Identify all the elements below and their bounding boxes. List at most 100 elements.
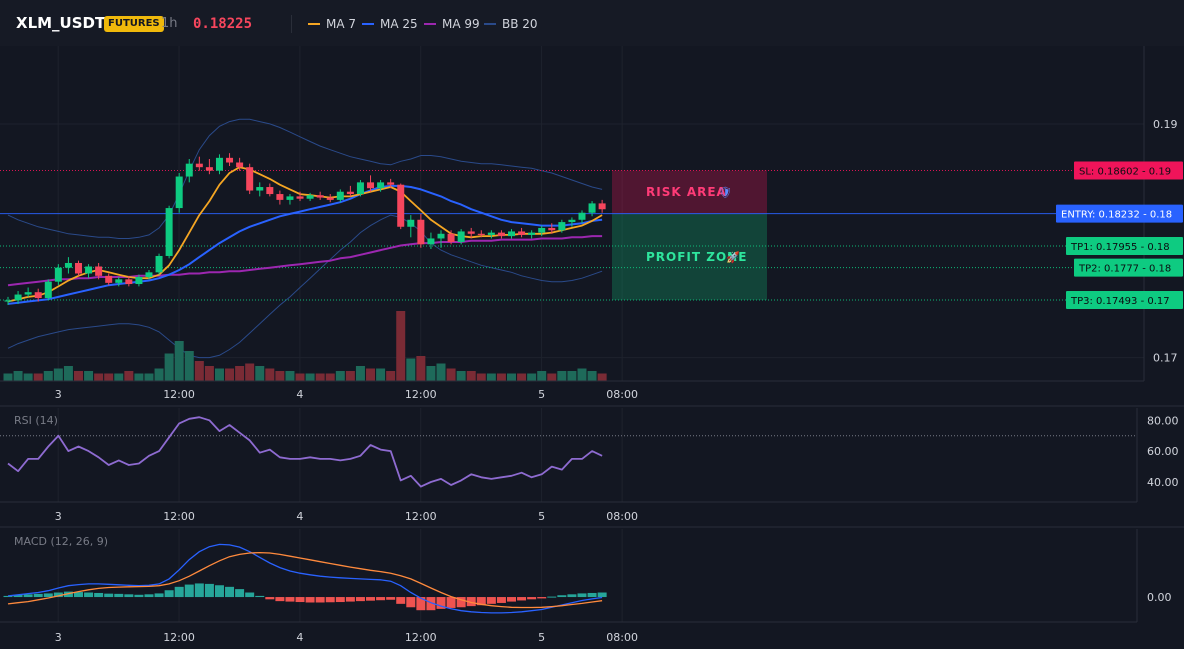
- macd-histogram-bar: [124, 594, 134, 598]
- candle-body: [125, 279, 133, 285]
- legend-ma99[interactable]: MA 99: [424, 15, 480, 33]
- candle-body: [24, 292, 32, 295]
- candle-body: [578, 212, 586, 220]
- symbol-name[interactable]: XLM_USDT: [16, 14, 106, 32]
- volume-bar: [3, 373, 13, 381]
- candle-body: [266, 187, 274, 195]
- macd-histogram-bar: [517, 597, 527, 601]
- level-label-text: TP3: 0.17493 - 0.17: [1070, 296, 1170, 307]
- macd-histogram-bar: [33, 593, 43, 598]
- volume-bar: [275, 371, 285, 381]
- volume-bar: [476, 373, 486, 381]
- candle-body: [145, 272, 153, 278]
- macd-histogram-bar: [134, 594, 144, 598]
- bb-lower-line: [7, 214, 603, 359]
- candle-body: [508, 231, 515, 237]
- volume-bar: [23, 373, 33, 381]
- candle-body: [316, 195, 324, 198]
- candle-body: [487, 232, 495, 235]
- rsi-line: [7, 416, 603, 488]
- macd-histogram-bar: [355, 597, 365, 602]
- volume-bar: [406, 358, 416, 381]
- candle-body: [115, 279, 123, 283]
- level-label-text: SL: 0.18602 - 0.19: [1079, 166, 1171, 177]
- macd-histogram-bar: [496, 597, 506, 603]
- volume-bar: [507, 373, 516, 381]
- time-tick-label: 08:00: [606, 631, 638, 644]
- macd-signal-line: [7, 551, 603, 609]
- macd-histogram-bar: [416, 597, 426, 611]
- candle-body: [185, 163, 193, 177]
- candle-body: [497, 232, 505, 237]
- time-tick-label: 5: [538, 510, 545, 523]
- volume-bar: [416, 356, 426, 381]
- candle-body: [367, 182, 375, 189]
- last-price: 0.18225: [193, 16, 253, 32]
- candle-body: [165, 208, 173, 256]
- macd-histogram-bar: [164, 590, 174, 598]
- macd-histogram-bar: [456, 597, 466, 608]
- volume-bar: [73, 371, 83, 381]
- macd-histogram-bar: [214, 585, 224, 598]
- volume-bar: [43, 371, 53, 381]
- macd-histogram-bar: [335, 597, 345, 603]
- volume-bar: [547, 373, 557, 381]
- macd-histogram-bar: [154, 593, 164, 598]
- candle-body: [528, 232, 536, 235]
- volume-bar: [53, 368, 63, 381]
- legend-ma25[interactable]: MA 25: [362, 15, 418, 33]
- time-tick-label: 3: [55, 631, 62, 644]
- macd-histogram-bar: [194, 583, 204, 598]
- candle-body: [306, 195, 314, 199]
- macd-histogram-bar: [507, 597, 516, 602]
- volume-bar: [124, 371, 134, 381]
- time-tick-label: 3: [55, 510, 62, 523]
- legend-bb20[interactable]: BB 20: [484, 15, 538, 33]
- macd-line: [7, 543, 603, 614]
- volume-bar: [184, 351, 194, 381]
- candle-body: [215, 157, 223, 171]
- legend-ma7-label: MA 7: [326, 17, 357, 31]
- candle-body: [85, 266, 93, 274]
- chart-canvas[interactable]: RISK AREA🛡 PROFIT ZONE🚀 3 3 3 12:00 12:00 12:0…: [0, 46, 1184, 649]
- volume-bar: [345, 371, 355, 381]
- volume-bar: [315, 373, 325, 381]
- macd-histogram-bar: [466, 597, 476, 607]
- risk-area-label: RISK AREA: [646, 185, 727, 199]
- time-tick-label: 12:00: [163, 510, 195, 523]
- macd-histogram-bar: [225, 586, 235, 598]
- candle-body: [14, 294, 22, 301]
- volume-bar: [164, 353, 174, 381]
- volume-bar: [496, 373, 506, 381]
- volume-bar: [376, 368, 386, 381]
- rsi-tick-label: 80.00: [1147, 414, 1179, 427]
- candle-body: [477, 233, 485, 235]
- candle-body: [377, 182, 385, 189]
- volume-bar: [265, 368, 275, 381]
- volume-bar: [33, 373, 43, 381]
- time-tick-label: 12:00: [163, 631, 195, 644]
- volume-bar: [567, 371, 577, 381]
- legend-ma7[interactable]: MA 7: [308, 15, 356, 33]
- volume-bar: [214, 368, 224, 381]
- time-tick-label: 4: [296, 388, 303, 401]
- volume-bar: [396, 311, 406, 381]
- time-tick-label: 08:00: [606, 388, 638, 401]
- macd-histogram-bar: [396, 597, 406, 604]
- volume-bar: [144, 373, 154, 381]
- candle-body: [336, 191, 344, 200]
- candle-body: [95, 266, 103, 276]
- volume-bar: [13, 371, 23, 381]
- time-tick-label: 4: [296, 631, 303, 644]
- risk-area-zone: [612, 170, 767, 214]
- candle-body: [548, 227, 556, 231]
- macd-histogram-bar: [104, 593, 114, 598]
- ma99-line: [7, 235, 603, 287]
- legend-ma25-swatch: [362, 22, 374, 25]
- timeframe-label[interactable]: 1h: [161, 16, 178, 31]
- time-tick-label: 08:00: [606, 510, 638, 523]
- volume-bar: [325, 373, 335, 381]
- macd-tick-label: 0.00: [1147, 591, 1172, 604]
- time-tick-label: 12:00: [163, 388, 195, 401]
- time-tick-label: 12:00: [405, 510, 437, 523]
